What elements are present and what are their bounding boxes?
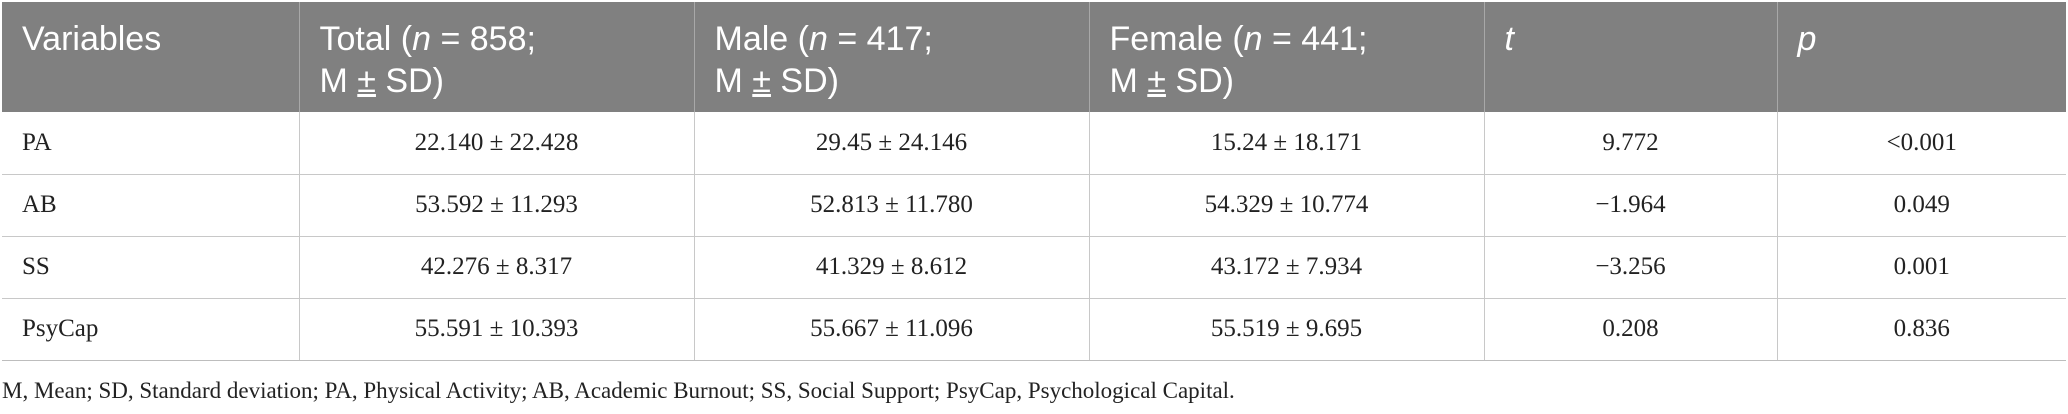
- header-female-line2-post: SD): [1165, 62, 1234, 100]
- header-male-line2-post: SD): [770, 62, 839, 100]
- table-row: PsyCap 55.591 ± 10.393 55.667 ± 11.096 5…: [2, 298, 2066, 361]
- cell-variable: AB: [2, 174, 300, 237]
- descriptive-statistics-table: Variables Total (n = 858; M ± SD) Male (n…: [2, 2, 2066, 361]
- header-male-n: n: [808, 20, 828, 58]
- results-table-container: Variables Total (n = 858; M ± SD) Male (n…: [2, 2, 2066, 361]
- header-t: t: [1484, 2, 1778, 112]
- cell-male: 55.667 ± 11.096: [694, 298, 1090, 361]
- header-total-n: n: [412, 20, 432, 58]
- header-total-line2-pre: M: [319, 62, 358, 100]
- cell-total: 53.592 ± 11.293: [299, 174, 695, 237]
- table-row: PA 22.140 ± 22.428 29.45 ± 24.146 15.24 …: [2, 112, 2066, 175]
- cell-variable: SS: [2, 236, 300, 299]
- cell-t: −1.964: [1484, 174, 1778, 237]
- cell-t: 0.208: [1484, 298, 1778, 361]
- table-row: AB 53.592 ± 11.293 52.813 ± 11.780 54.32…: [2, 174, 2066, 237]
- header-t-label: t: [1504, 20, 1514, 58]
- cell-total: 22.140 ± 22.428: [299, 112, 695, 175]
- header-male-suffix: = 417;: [827, 20, 933, 58]
- cell-female: 55.519 ± 9.695: [1089, 298, 1485, 361]
- header-variables: Variables: [2, 2, 300, 112]
- cell-male: 41.329 ± 8.612: [694, 236, 1090, 299]
- cell-male: 29.45 ± 24.146: [694, 112, 1090, 175]
- header-male-line2-pre: M: [714, 62, 753, 100]
- table-body: PA 22.140 ± 22.428 29.45 ± 24.146 15.24 …: [2, 112, 2066, 361]
- header-female-pm: ±: [1147, 62, 1166, 100]
- cell-female: 43.172 ± 7.934: [1089, 236, 1485, 299]
- cell-variable: PA: [2, 112, 300, 175]
- table-footnote: M, Mean; SD, Standard deviation; PA, Phy…: [2, 378, 1235, 403]
- header-male-prefix: Male (: [714, 20, 809, 58]
- cell-female: 54.329 ± 10.774: [1089, 174, 1485, 237]
- cell-t: −3.256: [1484, 236, 1778, 299]
- cell-male: 52.813 ± 11.780: [694, 174, 1090, 237]
- header-total-prefix: Total (: [319, 20, 413, 58]
- header-p: p: [1777, 2, 2066, 112]
- header-row: Variables Total (n = 858; M ± SD) Male (n…: [2, 2, 2066, 112]
- header-male: Male (n = 417; M ± SD): [694, 2, 1090, 112]
- header-male-pm: ±: [752, 62, 771, 100]
- cell-total: 42.276 ± 8.317: [299, 236, 695, 299]
- header-female: Female (n = 441; M ± SD): [1089, 2, 1485, 112]
- header-p-label: p: [1797, 20, 1817, 58]
- cell-p: <0.001: [1777, 112, 2066, 175]
- header-total-suffix: = 858;: [431, 20, 536, 58]
- header-female-prefix: Female (: [1109, 20, 1244, 58]
- table-row: SS 42.276 ± 8.317 41.329 ± 8.612 43.172 …: [2, 236, 2066, 299]
- header-total-pm: ±: [357, 62, 376, 100]
- cell-p: 0.001: [1777, 236, 2066, 299]
- header-female-suffix: = 441;: [1262, 20, 1368, 58]
- header-total-line2-post: SD): [375, 62, 444, 100]
- header-female-n: n: [1243, 20, 1263, 58]
- cell-t: 9.772: [1484, 112, 1778, 175]
- cell-p: 0.049: [1777, 174, 2066, 237]
- cell-total: 55.591 ± 10.393: [299, 298, 695, 361]
- table-header: Variables Total (n = 858; M ± SD) Male (n…: [2, 2, 2066, 112]
- cell-p: 0.836: [1777, 298, 2066, 361]
- header-variables-label: Variables: [22, 20, 162, 58]
- header-total: Total (n = 858; M ± SD): [299, 2, 695, 112]
- header-female-line2-pre: M: [1109, 62, 1148, 100]
- cell-female: 15.24 ± 18.171: [1089, 112, 1485, 175]
- cell-variable: PsyCap: [2, 298, 300, 361]
